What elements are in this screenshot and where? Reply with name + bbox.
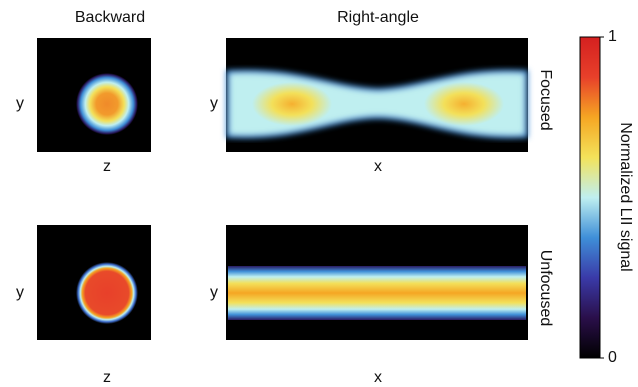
- figure: Backward Right-angle y z y x y z y x Foc…: [0, 0, 638, 387]
- x-label: x: [374, 369, 382, 386]
- row-label: Focused: [537, 69, 554, 130]
- y-label: y: [210, 95, 218, 112]
- colorbar-tick-label: 0: [608, 349, 617, 366]
- column-title: Right-angle: [337, 9, 419, 26]
- y-label: y: [16, 95, 24, 112]
- beam-band: [228, 266, 526, 320]
- x-label: z: [103, 158, 111, 175]
- beam-spot: [76, 73, 138, 135]
- x-label: z: [103, 369, 111, 386]
- colorbar-tick-label: 1: [608, 28, 617, 45]
- hot-spot: [424, 82, 504, 126]
- y-label: y: [16, 284, 24, 301]
- colorbar-label: Normalized LII signal: [617, 122, 634, 271]
- row-label: Unfocused: [537, 250, 554, 327]
- x-label: x: [374, 158, 382, 175]
- y-label: y: [210, 284, 218, 301]
- column-title: Backward: [75, 9, 145, 26]
- colorbar: [580, 37, 600, 358]
- hot-spot: [252, 82, 332, 126]
- beam-spot: [76, 262, 138, 324]
